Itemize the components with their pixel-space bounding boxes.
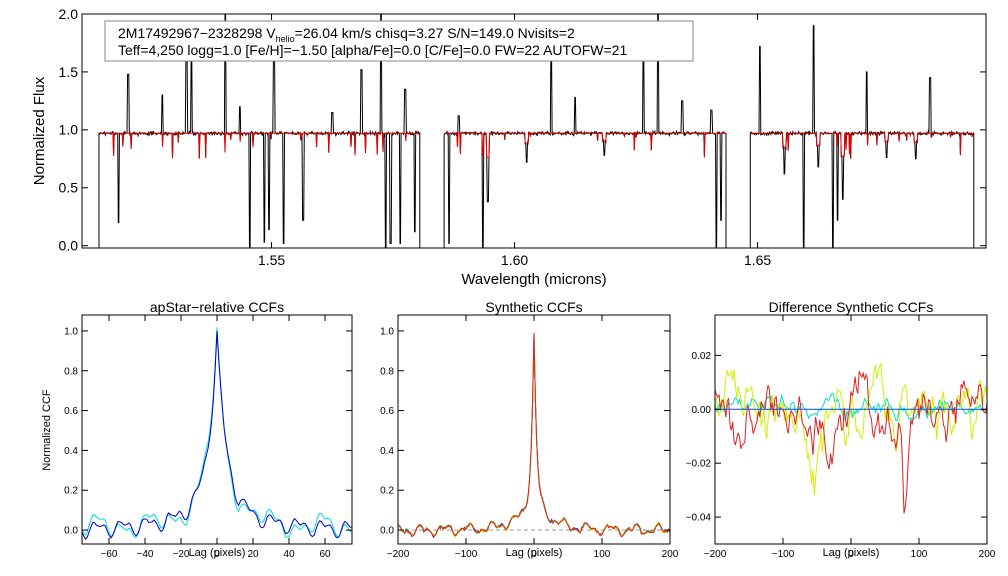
- difference-ccf-title: Difference Synthetic CCFs: [769, 299, 934, 315]
- difference-ccf-x-tick-label: −100: [772, 549, 795, 560]
- spectrum-model-line: [99, 132, 420, 159]
- apstar-ccf-y-tick-label: 0.4: [64, 446, 78, 457]
- synthetic-ccf-visit-2-line: [398, 333, 670, 539]
- apstar-ccf-x-tick-label: 0: [214, 549, 220, 560]
- apstar-ccf-y-tick-label: 0.8: [64, 366, 78, 377]
- synthetic-ccf-x-axis-label: Lag (pixels): [506, 547, 563, 559]
- difference-ccf-panel: Difference Synthetic CCFs −200 −100 0 100 20…: [686, 299, 996, 560]
- spectrum-observed-line: [749, 25, 975, 248]
- apstar-ccf-panel: apStar−relative CCFs −60 −40 −20 0 20 40 60 0.0…: [41, 299, 353, 560]
- spectrum-x-tick-label: 1.65: [744, 252, 771, 268]
- spectrum-plot-frame: [81, 13, 987, 249]
- spectrum-model-line: [750, 132, 974, 158]
- synthetic-ccf-combined-line: [398, 334, 670, 539]
- synthetic-ccf-x-tick-label: −100: [455, 549, 478, 560]
- synthetic-ccf-y-tick-label: 0.2: [380, 486, 394, 497]
- spectrum-y-tick-label: 1.5: [59, 64, 79, 80]
- synthetic-ccf-y-tick-label: 0.6: [380, 406, 394, 417]
- synthetic-ccf-x-tick-label: 100: [594, 549, 611, 560]
- apstar-ccf-x-tick-label: 40: [283, 549, 295, 560]
- difference-ccf-x-tick-label: −200: [704, 549, 727, 560]
- synthetic-ccf-model-line: [398, 332, 670, 538]
- spectrum-x-tick-label: 1.55: [258, 252, 285, 268]
- difference-ccf-x-tick-label: 0: [848, 549, 854, 560]
- spectrum-x-tick-label: 1.60: [501, 252, 528, 268]
- spectrum-panel: 1.55 1.60 1.65 0.0 0.5 1.0 1.5 2.0 Normalized F…: [31, 6, 987, 288]
- spectrum-y-axis-label: Normalized Flux: [31, 76, 48, 185]
- annotation-line-2: Teff=4,250 logg=1.0 [Fe/H]=−1.50 [alpha/…: [118, 42, 627, 58]
- synthetic-ccf-visit-1-line: [398, 333, 670, 538]
- apstar-ccf-y-tick-label: 0.0: [64, 526, 78, 537]
- spectrum-model-line: [444, 132, 726, 158]
- spectrum-y-tick-label: 0.5: [59, 180, 79, 196]
- apstar-ccf-x-tick-label: 60: [319, 549, 331, 560]
- synthetic-ccf-y-tick-label: 1.0: [380, 326, 394, 337]
- apstar-ccf-y-tick-label: 1.0: [64, 326, 78, 337]
- difference-ccf-visit-2-line: [715, 363, 987, 496]
- difference-ccf-y-tick-label: 0.02: [692, 351, 712, 362]
- apstar-ccf-x-tick-label: −20: [173, 549, 190, 560]
- synthetic-ccf-title: Synthetic CCFs: [485, 299, 582, 315]
- difference-ccf-model-line: [715, 371, 987, 514]
- spectrum-y-tick-label: 2.0: [59, 6, 79, 22]
- difference-ccf-x-tick-label: 100: [911, 549, 928, 560]
- apstar-ccf-y-tick-label: 0.6: [64, 406, 78, 417]
- difference-ccf-x-tick-label: 200: [979, 549, 996, 560]
- apstar-ccf-visit1-line: [82, 331, 352, 540]
- apstar-ccf-title: apStar−relative CCFs: [150, 299, 284, 315]
- synthetic-ccf-x-tick-label: 200: [662, 549, 679, 560]
- spectrum-y-tick-label: 1.0: [59, 122, 79, 138]
- synthetic-ccf-panel: Synthetic CCFs −200 −100 0 100 200 0.0 0.2 0.4 0…: [380, 299, 679, 560]
- spectrum-annotation-box: 2M17492967−2328298 Vhelio=26.04 km/s chi…: [104, 20, 694, 62]
- synthetic-ccf-x-tick-label: −200: [387, 549, 410, 560]
- synthetic-ccf-y-tick-label: 0.0: [380, 526, 394, 537]
- spectrum-x-axis-label: Wavelength (microns): [461, 271, 606, 288]
- apstar-ccf-y-tick-label: 0.2: [64, 486, 78, 497]
- spectrum-y-tick-label: 0.0: [59, 238, 79, 254]
- synthetic-ccf-x-tick-label: 0: [531, 549, 537, 560]
- synthetic-ccf-y-tick-label: 0.8: [380, 366, 394, 377]
- difference-ccf-y-tick-label: −0.04: [686, 513, 712, 524]
- difference-ccf-y-tick-label: −0.02: [686, 459, 712, 470]
- apstar-ccf-x-tick-label: −40: [137, 549, 154, 560]
- synthetic-ccf-y-tick-label: 0.4: [380, 446, 394, 457]
- difference-ccf-frame: [714, 314, 988, 545]
- apstar-ccf-x-tick-label: 20: [247, 549, 259, 560]
- apstar-ccf-y-axis-label: Normalized CCF: [41, 389, 53, 471]
- apstar-ccf-visit2-line: [82, 327, 352, 539]
- difference-ccf-x-axis-label: Lag (pixels): [823, 547, 880, 559]
- apstar-ccf-x-tick-label: −60: [101, 549, 118, 560]
- annotation-line-1: 2M17492967−2328298 Vhelio=26.04 km/s chi…: [118, 25, 575, 44]
- difference-ccf-y-tick-label: 0.00: [692, 405, 712, 416]
- apstar-ccf-x-axis-label: Lag (pixels): [189, 547, 246, 559]
- apstar-ccf-frame: [81, 314, 353, 545]
